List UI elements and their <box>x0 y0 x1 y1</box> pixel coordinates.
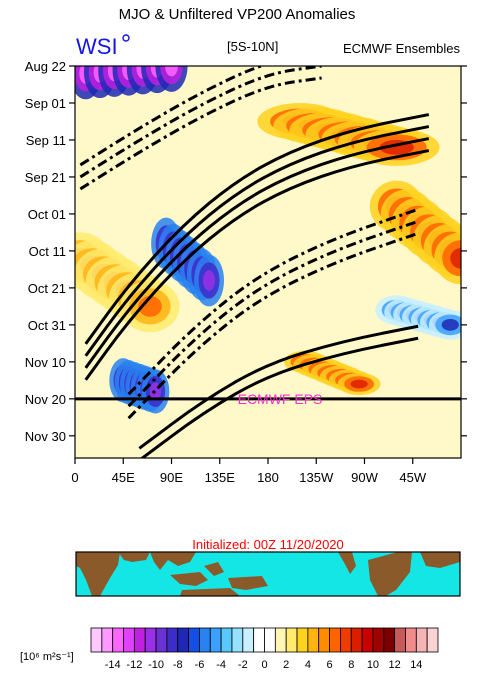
x-tick-label: 90E <box>160 470 183 485</box>
y-tick-label: Sep 01 <box>25 96 66 111</box>
colorbar-tick-label: 0 <box>261 659 267 671</box>
contour-positive <box>138 324 419 450</box>
colorbar-swatch <box>394 627 406 653</box>
colorbar-swatch <box>112 627 124 653</box>
colorbar-labels: -14 -12 -10 -8 -6 -4 -2 0 2 4 6 8 10 12 14 <box>105 659 423 671</box>
contour-negative <box>127 231 419 420</box>
colorbar-swatch <box>133 627 146 653</box>
init-text: Initialized: 00Z 11/20/2020 <box>192 537 344 552</box>
colorbar-swatch <box>155 627 168 653</box>
x-axis: 0 45E 90E 135E 180 135W 90W 45W <box>71 458 427 485</box>
colorbar-swatch <box>318 627 330 653</box>
anomaly-shade <box>165 66 178 77</box>
colorbar-swatch <box>90 627 103 653</box>
colorbar-swatch <box>144 627 157 653</box>
y-tick-label: Sep 21 <box>25 170 66 185</box>
y-tick-label: Aug 22 <box>25 59 66 74</box>
y-tick-label: Oct 01 <box>28 207 66 222</box>
landmasses <box>76 552 460 596</box>
y-tick-label: Oct 21 <box>28 281 66 296</box>
colorbar-tick-label: -12 <box>126 659 142 671</box>
colorbar-tick-label: -2 <box>238 659 248 671</box>
colorbar-swatch <box>415 627 428 653</box>
colorbar-swatch <box>166 627 179 653</box>
anomaly-shade <box>441 318 459 331</box>
wsi-logo-mark <box>122 34 130 42</box>
colorbar-tick-label: -4 <box>216 659 226 671</box>
colorbar <box>90 627 439 653</box>
colorbar-swatch <box>242 627 255 653</box>
colorbar-swatch <box>274 627 287 653</box>
x-tick-label: 0 <box>71 470 78 485</box>
colorbar-swatch <box>209 627 222 653</box>
colorbar-swatch <box>426 627 439 653</box>
y-tick-label: Oct 11 <box>29 244 66 259</box>
anomaly-shade <box>203 270 216 291</box>
y-tick-label: Oct 31 <box>28 318 66 333</box>
colorbar-swatch <box>372 627 385 653</box>
colorbar-tick-label: 12 <box>389 659 401 671</box>
contour-negative <box>127 219 419 408</box>
colorbar-swatch <box>383 627 396 653</box>
colorbar-swatch <box>264 627 276 653</box>
anomaly-shade <box>450 247 461 269</box>
colorbar-tick-label: 10 <box>367 659 379 671</box>
contour-positive <box>84 125 430 357</box>
colorbar-tick-label: -14 <box>105 659 121 671</box>
colorbar-tick-label: 8 <box>348 659 354 671</box>
inset-map <box>75 551 461 597</box>
wsi-logo: WSI <box>76 34 118 59</box>
y-tick-label: Nov 20 <box>25 392 66 407</box>
colorbar-units: [10⁶ m²s⁻¹] <box>20 651 74 663</box>
y-tick-label: Sep 11 <box>26 133 66 148</box>
mjo-contours <box>79 66 430 458</box>
colorbar-swatch <box>231 627 244 653</box>
x-tick-label: 45E <box>112 470 135 485</box>
anomaly-shade <box>350 379 368 389</box>
anomaly-shading <box>75 66 461 414</box>
contour-positive <box>84 149 430 381</box>
x-tick-label: 180 <box>257 470 279 485</box>
colorbar-swatch <box>253 627 265 653</box>
anomaly-shade <box>138 296 162 317</box>
colorbar-tick-label: 14 <box>410 659 422 671</box>
colorbar-swatch <box>340 627 352 653</box>
colorbar-tick-label: -8 <box>173 659 183 671</box>
contour-positive <box>84 137 430 369</box>
x-tick-label: 90W <box>351 470 378 485</box>
colorbar-tick-label: -10 <box>148 659 164 671</box>
forecast-label: ECMWF EPS <box>238 391 323 407</box>
colorbar-swatch <box>361 627 374 653</box>
inset-map-frame <box>75 551 461 597</box>
x-tick-label: 135W <box>299 470 334 485</box>
colorbar-swatch <box>307 627 320 653</box>
contour-positive <box>84 113 430 345</box>
colorbar-swatch <box>199 627 211 653</box>
colorbar-swatch <box>188 627 200 653</box>
colorbar-swatch <box>296 627 309 653</box>
y-axis: Aug 22 Sep 01 Sep 11 Sep 21 Oct 01 Oct 11 Oct … <box>25 59 467 444</box>
source-label: ECMWF Ensembles <box>343 41 461 56</box>
contour-positive <box>139 336 419 458</box>
x-tick-label: 45W <box>399 470 426 485</box>
y-tick-label: Nov 30 <box>25 429 66 444</box>
colorbar-tick-label: 6 <box>327 659 333 671</box>
colorbar-swatch <box>350 627 363 653</box>
colorbar-tick-label: 2 <box>283 659 289 671</box>
y-tick-label: Nov 10 <box>25 355 66 370</box>
colorbar-swatch <box>220 627 233 653</box>
colorbar-swatch <box>101 627 114 653</box>
contour-negative <box>127 207 419 396</box>
colorbar-swatch <box>405 627 417 653</box>
colorbar-swatch <box>329 627 341 653</box>
chart-title: MJO & Unfiltered VP200 Anomalies <box>119 6 356 23</box>
colorbar-swatch <box>123 627 135 653</box>
colorbar-swatch <box>177 627 189 653</box>
colorbar-tick-label: -6 <box>195 659 205 671</box>
region-label: [5S-10N] <box>227 39 278 54</box>
colorbar-swatch <box>285 627 298 653</box>
x-tick-label: 135E <box>205 470 236 485</box>
colorbar-tick-label: 4 <box>305 659 311 671</box>
